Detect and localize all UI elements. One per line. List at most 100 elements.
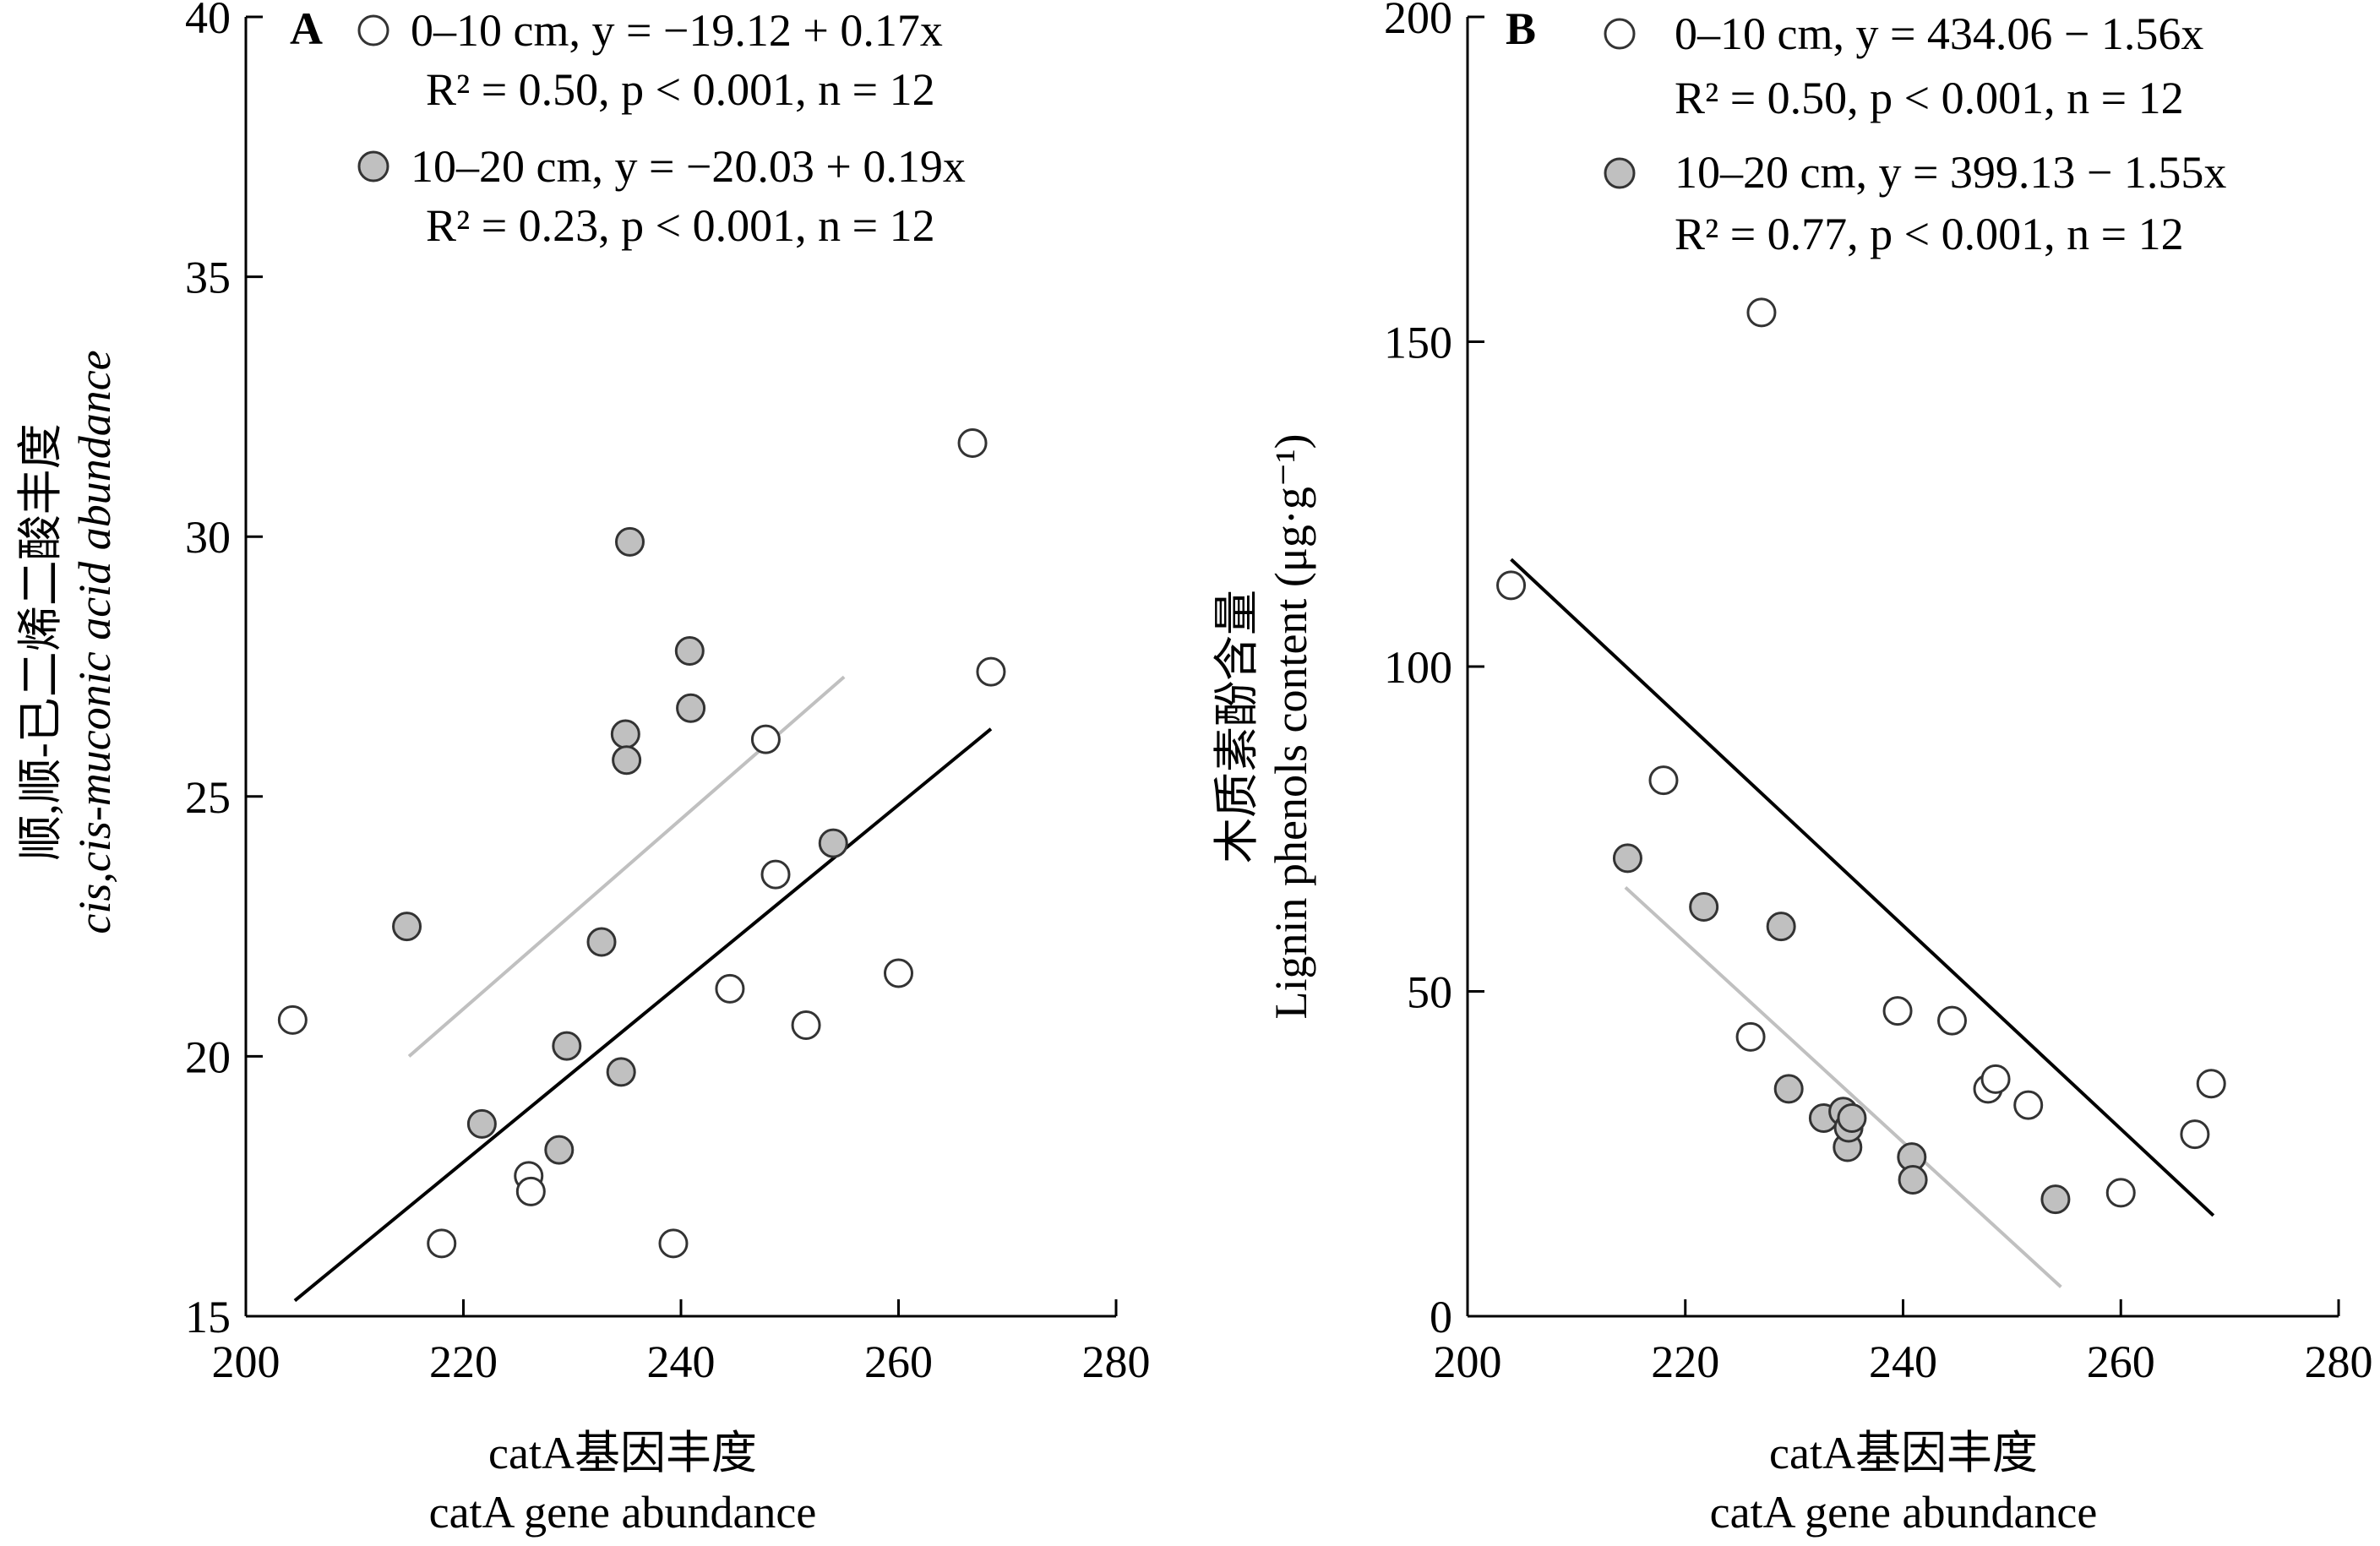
panel-b-y-axis-title: 木质素酚含量 Lignin phenols content (μg·g⁻¹): [1212, 433, 1316, 1019]
panel-b-point-0-10cm: [1746, 297, 1777, 328]
panel-b-x-tick-label: 220: [1651, 1336, 1719, 1387]
panel-b-point-10-20cm: [1773, 1074, 1804, 1104]
panel-b-point-0-10cm: [1936, 1005, 1967, 1036]
panel-a-legend-line-3: 10–20 cm, y = −20.03 + 0.19x: [411, 141, 966, 192]
panel-a-legend-line-2: R² = 0.50, p < 0.001, n = 12: [426, 64, 935, 115]
panel-b-x-tick-label: 240: [1869, 1336, 1937, 1387]
panel-a: 顺,顺-已二烯二酸丰度 cis,cis-muconic acid abundan…: [15, 0, 1151, 1538]
panel-a-x-ticks: 200 220 240 260 280: [212, 1299, 1151, 1387]
panel-b-legend-marker-filled: [1604, 157, 1636, 189]
panel-a-point-10-20cm: [586, 927, 617, 957]
panel-a-x-tick-label: 280: [1082, 1336, 1151, 1387]
panel-a-legend-marker-filled: [357, 150, 389, 182]
panel-a-x-tick-label: 220: [429, 1336, 498, 1387]
panel-a-fit-lines: [293, 675, 993, 1303]
panel-a-y-axis-title: 顺,顺-已二烯二酸丰度 cis,cis-muconic acid abundan…: [15, 350, 120, 934]
panel-b: 木质素酚含量 Lignin phenols content (μg·g⁻¹) 2…: [1212, 0, 2373, 1538]
panel-a-point-10-20cm: [676, 693, 706, 723]
panel-b-legend-line-2: R² = 0.50, p < 0.001, n = 12: [1675, 73, 2184, 123]
panel-a-point-10-20cm: [466, 1108, 497, 1139]
panel-b-x-ticks: 200 220 240 260 280: [1434, 1299, 2373, 1387]
panel-a-legend-line-4: R² = 0.23, p < 0.001, n = 12: [426, 200, 935, 251]
panel-a-point-0-10cm: [427, 1228, 457, 1259]
panel-b-legend: 0–10 cm, y = 434.06 − 1.56x R² = 0.50, p…: [1604, 8, 2226, 259]
panel-b-y-tick-label: 150: [1384, 318, 1452, 368]
panel-a-point-0-10cm: [515, 1176, 546, 1206]
panel-a-x-tick-label: 240: [647, 1336, 716, 1387]
panel-b-point-10-20cm: [1689, 892, 1719, 923]
panel-b-point-10-20cm: [1898, 1165, 1928, 1195]
panel-a-letter: A: [290, 3, 323, 54]
panel-b-x-tick-label: 200: [1434, 1336, 1502, 1387]
panel-b-y-tick-label: 0: [1430, 1292, 1452, 1342]
panel-a-xlabel-en: catA gene abundance: [429, 1487, 817, 1538]
panel-b-x-tick-label: 280: [2305, 1336, 2373, 1387]
panel-a-y-tick-label: 25: [185, 772, 231, 823]
panel-a-xlabel-cn: catA基因丰度: [488, 1428, 757, 1478]
panel-a-point-10-20cm: [610, 719, 640, 749]
panel-b-legend-line-4: R² = 0.77, p < 0.001, n = 12: [1675, 209, 2184, 259]
panel-b-point-10-20cm: [1766, 912, 1796, 942]
panel-b-point-0-10cm: [1980, 1064, 2011, 1094]
panel-b-y-tick-label: 200: [1384, 0, 1452, 43]
panel-a-point-10-20cm: [674, 636, 705, 667]
panel-a-y-tick-label: 15: [185, 1292, 231, 1342]
panel-b-xlabel-en: catA gene abundance: [1710, 1487, 2098, 1538]
panel-b-point-0-10cm: [2105, 1178, 2136, 1208]
panel-b-y-tick-label: 100: [1384, 642, 1452, 693]
panel-a-point-0-10cm: [277, 1004, 308, 1035]
panel-b-point-0-10cm: [2013, 1090, 2044, 1120]
panel-b-point-10-20cm: [1837, 1102, 1867, 1133]
panel-a-point-0-10cm: [750, 724, 781, 754]
panel-b-point-0-10cm: [2180, 1119, 2210, 1150]
panel-a-point-0-10cm: [976, 656, 1006, 687]
panel-a-point-10-20cm: [818, 828, 848, 858]
panel-a-point-0-10cm: [884, 958, 913, 988]
panel-a-point-10-20cm: [552, 1031, 582, 1061]
panel-b-legend-line-1: 0–10 cm, y = 434.06 − 1.56x: [1675, 8, 2203, 59]
panel-b-ylabel-cn: 木质素酚含量: [1212, 590, 1262, 863]
panel-b-point-0-10cm: [1496, 570, 1527, 601]
panel-b-legend-marker-open: [1604, 18, 1636, 50]
panel-a-points: [277, 427, 1006, 1259]
panel-a-legend-line-1: 0–10 cm, y = −19.12 + 0.17x: [411, 5, 943, 56]
panel-a-point-0-10cm: [957, 427, 988, 458]
panel-b-point-0-10cm: [1882, 996, 1913, 1026]
panel-a-legend-marker-open: [357, 14, 389, 46]
panel-b-x-tick-label: 260: [2087, 1336, 2155, 1387]
panel-b-fit-lines: [1510, 558, 2215, 1288]
panel-b-y-ticks: 0 50 100 150 200: [1384, 0, 1484, 1342]
panel-a-fit-line-0-10cm: [293, 727, 993, 1303]
panel-a-point-10-20cm: [606, 1057, 636, 1087]
panel-b-point-0-10cm: [2196, 1069, 2226, 1099]
panel-a-legend: 0–10 cm, y = −19.12 + 0.17x R² = 0.50, p…: [357, 5, 966, 251]
panel-a-point-10-20cm: [544, 1135, 575, 1165]
panel-a-y-tick-label: 20: [185, 1032, 231, 1082]
panel-a-point-10-20cm: [614, 526, 645, 557]
panel-a-y-tick-label: 35: [185, 253, 231, 303]
panel-b-ylabel-en: Lignin phenols content (μg·g⁻¹): [1266, 433, 1316, 1019]
panel-b-legend-line-3: 10–20 cm, y = 399.13 − 1.55x: [1675, 147, 2226, 198]
panel-a-y-ticks: 15 20 25 30 35 40: [185, 0, 263, 1342]
panel-a-point-10-20cm: [392, 912, 422, 942]
panel-a-point-0-10cm: [715, 973, 745, 1004]
panel-a-y-tick-label: 30: [185, 512, 231, 563]
panel-a-x-tick-label: 260: [864, 1336, 933, 1387]
panel-b-fit-line-0-10cm: [1510, 558, 2215, 1217]
panel-a-y-tick-label: 40: [185, 0, 231, 43]
panel-b-y-tick-label: 50: [1407, 967, 1452, 1018]
panel-a-ylabel-en: cis,cis-muconic acid abundance: [69, 350, 120, 934]
panel-a-point-0-10cm: [791, 1010, 821, 1040]
panel-a-point-0-10cm: [760, 859, 791, 890]
panel-b-xlabel-cn: catA基因丰度: [1769, 1428, 2038, 1478]
panel-a-x-tick-label: 200: [212, 1336, 280, 1387]
panel-b-points: [1496, 297, 2226, 1215]
panel-b-letter: B: [1506, 3, 1536, 54]
panel-a-ylabel-cn: 顺,顺-已二烯二酸丰度: [15, 423, 66, 860]
panel-a-point-0-10cm: [658, 1228, 689, 1259]
panel-b-point-0-10cm: [1648, 765, 1679, 796]
panel-b-point-10-20cm: [1612, 843, 1642, 874]
panel-b-fit-line-10-20cm: [1624, 885, 2062, 1288]
panel-b-point-0-10cm: [1735, 1021, 1766, 1052]
